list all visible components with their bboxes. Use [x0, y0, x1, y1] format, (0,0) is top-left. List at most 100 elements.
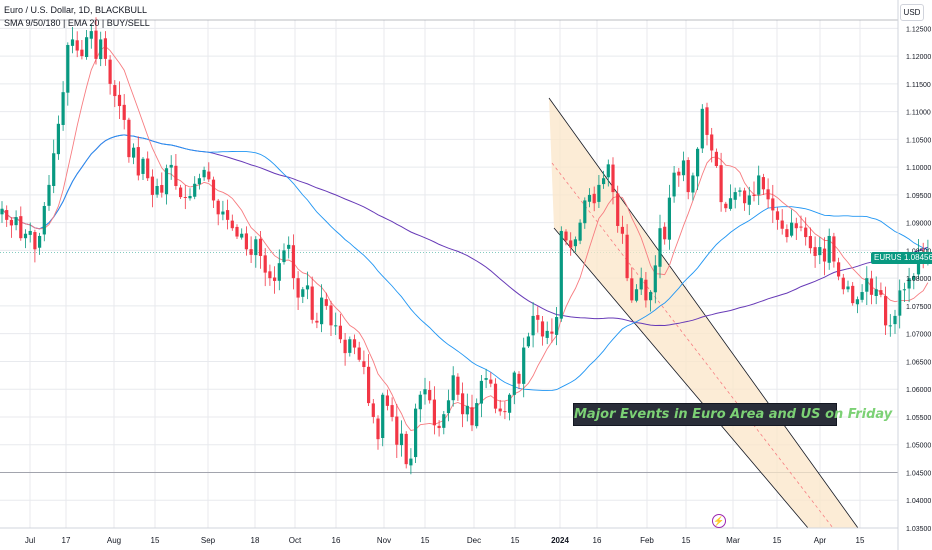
candle-body — [592, 193, 596, 204]
x-tick-label: Apr — [814, 536, 827, 545]
candle-body — [799, 226, 803, 228]
candles — [0, 17, 930, 475]
x-tick-label: Jul — [25, 536, 35, 545]
x-tick-label: Sep — [201, 536, 216, 545]
candle-body — [423, 389, 427, 395]
candle-body — [498, 408, 502, 412]
currency-button[interactable]: USD — [900, 4, 924, 21]
candle-body — [470, 407, 474, 426]
candle-body — [531, 315, 535, 336]
candle-body — [14, 217, 18, 226]
channel-lower-line — [553, 227, 809, 529]
candle-body — [747, 195, 751, 205]
candle-body — [56, 123, 60, 155]
candle-body — [785, 229, 789, 238]
candle-body — [70, 39, 75, 46]
x-tick-label: 18 — [251, 536, 260, 545]
candle-body — [733, 192, 737, 200]
candle-body — [898, 290, 902, 316]
x-tick-label: 15 — [511, 536, 520, 545]
candle-body — [710, 134, 714, 151]
channel-mid-line — [551, 162, 834, 529]
candle-body — [888, 325, 892, 327]
candle-body — [334, 325, 338, 327]
candle-body — [578, 222, 582, 241]
candle-body — [418, 394, 422, 410]
candle-body — [414, 408, 418, 458]
candle-body — [5, 210, 9, 220]
x-tick-label: 15 — [773, 536, 782, 545]
candle-body — [775, 211, 780, 220]
candle-body — [691, 175, 695, 193]
candle-body — [837, 262, 841, 277]
candle-body — [634, 289, 639, 301]
candle-body — [569, 240, 573, 248]
candle-body — [343, 339, 347, 354]
candle-body — [367, 366, 371, 404]
y-tick-label: 1.06000 — [906, 387, 931, 394]
candle-body — [442, 414, 446, 428]
candle-body — [879, 290, 883, 295]
candle-body — [893, 315, 897, 325]
candle-body — [869, 278, 874, 295]
candle-body — [42, 205, 46, 235]
candle-body — [804, 227, 808, 238]
candle-body — [324, 299, 328, 306]
candle-body — [559, 230, 563, 319]
candle-body — [846, 286, 850, 290]
candle-body — [94, 30, 98, 59]
candle-body — [865, 278, 869, 292]
candle-body — [808, 236, 812, 249]
x-tick-label: 16 — [332, 536, 341, 545]
candle-body — [179, 187, 183, 198]
candle-body — [902, 289, 906, 291]
y-tick-label: 1.11000 — [906, 110, 931, 117]
y-tick-label: 1.04000 — [906, 498, 931, 505]
candle-body — [780, 220, 784, 229]
candle-body — [99, 39, 103, 60]
channel-upper-line — [548, 97, 859, 529]
candle-body — [907, 278, 911, 289]
x-tick-label: 17 — [62, 536, 71, 545]
y-tick-label: 1.09500 — [906, 193, 931, 200]
y-tick-label: 1.12000 — [906, 54, 931, 61]
candle-body — [724, 203, 728, 209]
x-tick-label: Feb — [640, 536, 654, 545]
candle-body — [550, 331, 554, 334]
candle-body — [493, 383, 498, 409]
candle-body — [794, 223, 798, 229]
candle-body — [381, 394, 385, 438]
candle-body — [475, 403, 479, 427]
candle-body — [244, 233, 248, 250]
candle-body — [310, 286, 314, 320]
candle-body — [503, 411, 507, 413]
candle-body — [874, 289, 878, 296]
candle-body — [202, 169, 206, 178]
candle-body — [738, 190, 742, 192]
regression-channel[interactable] — [548, 97, 859, 529]
candle-body — [512, 372, 516, 395]
candle-body — [714, 151, 718, 167]
candle-body — [136, 147, 140, 176]
sma-50-line — [1, 134, 929, 392]
candle-body — [611, 164, 615, 193]
y-tick-label: 1.11500 — [906, 82, 931, 89]
candle-body — [127, 119, 131, 158]
candle-body — [291, 245, 295, 279]
chart-legend: Euro / U.S. Dollar, 1D, BLACKBULL SMA 9/… — [4, 4, 150, 30]
x-tick-label: Aug — [107, 536, 121, 545]
y-tick-label: 1.09000 — [906, 221, 931, 228]
candle-body — [9, 219, 13, 226]
event-annotation[interactable]: Major Events in Euro Area and US on Frid… — [573, 403, 892, 426]
candle-body — [625, 234, 629, 279]
candle-body — [235, 226, 239, 237]
candle-body — [258, 238, 263, 256]
y-tick-label: 1.10000 — [906, 165, 931, 172]
candle-body — [508, 394, 512, 413]
y-tick-label: 1.06500 — [906, 359, 931, 366]
candle-body — [536, 315, 540, 320]
indicator-list[interactable]: SMA 9/50/180 | EMA 20 | BUY/SELL — [4, 18, 150, 28]
lightning-icon[interactable]: ⚡ — [712, 514, 726, 528]
candle-body — [19, 216, 23, 239]
